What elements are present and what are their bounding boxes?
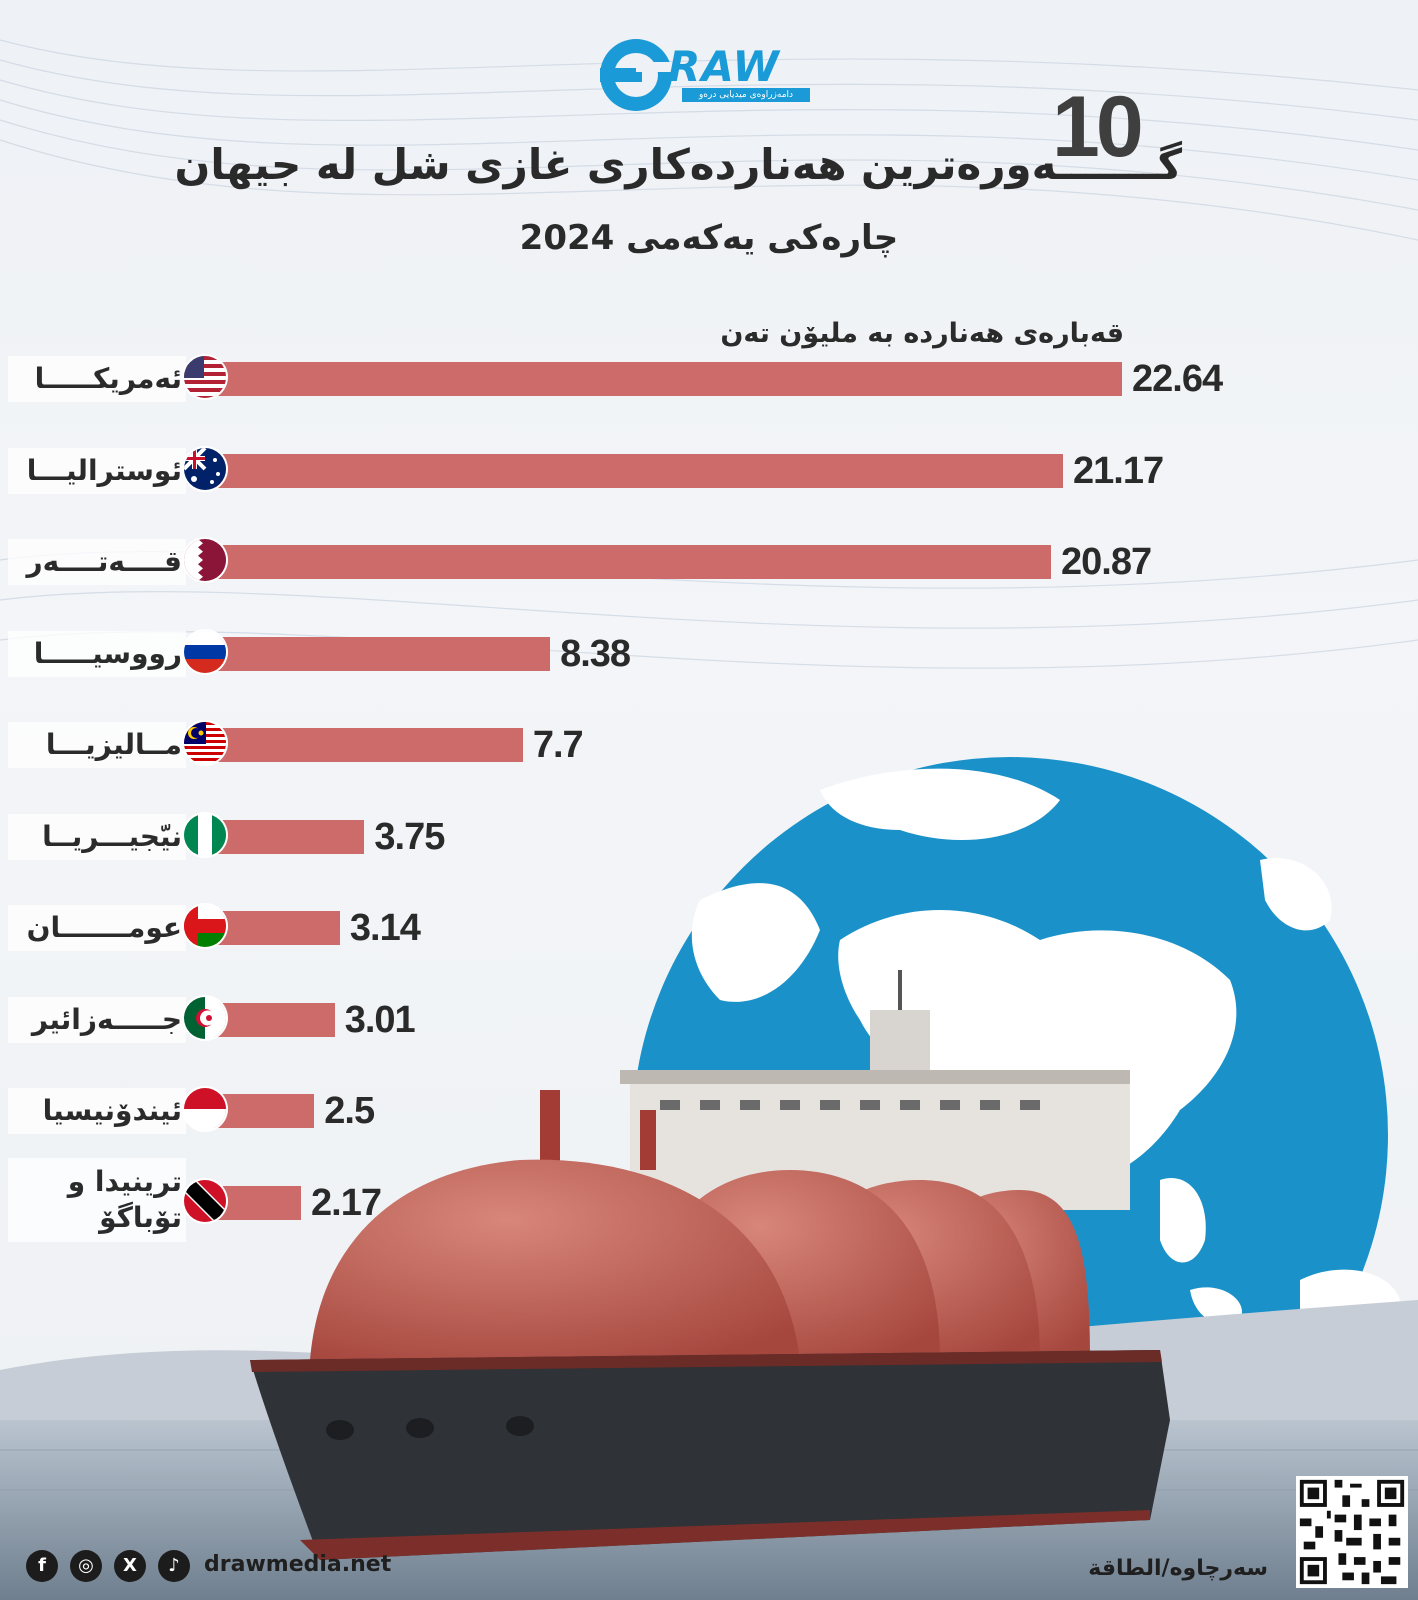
value-label: 7.7 <box>532 724 584 766</box>
nigeria-flag-icon <box>184 813 226 856</box>
country-label: جـــــەزائير <box>8 996 186 1043</box>
logo-mark-icon <box>600 39 676 111</box>
value-label: 2.5 <box>324 1090 375 1132</box>
oman-flag-icon <box>184 905 226 947</box>
draw-logo: RAW دامەزراوەی میدیایی درەو <box>596 32 826 118</box>
lng-tanker-globe-illustration <box>0 757 1418 1600</box>
bar <box>214 1094 315 1128</box>
value-label: 3.01 <box>344 998 416 1041</box>
bar-row: قــــەتــــەر 20.87 <box>0 539 1418 585</box>
algeria-flag-icon <box>184 996 226 1039</box>
bar-row: رووسيـــــا 8.38 <box>0 630 1418 677</box>
bar <box>214 1185 302 1220</box>
bar-row: ئەمریکـــــا 22.64 <box>0 356 1418 402</box>
logo-subtitle: دامەزراوەی میدیایی درەو <box>682 88 810 102</box>
x-icon[interactable]: X <box>114 1550 146 1582</box>
bar-row: مــاليزيـــا 7.7 <box>0 722 1418 768</box>
bar <box>214 545 1051 579</box>
value-label: 2.17 <box>311 1181 382 1224</box>
country-label: ئيندۆنيسيا <box>8 1088 186 1134</box>
trinidad-tobago-flag-icon <box>184 1179 226 1222</box>
bar <box>214 911 340 945</box>
source-label: سەرچاوە/الطاقة <box>1088 1556 1268 1581</box>
indonesia-flag-icon <box>184 1088 226 1130</box>
value-label: 8.38 <box>560 632 631 675</box>
bar-row: نيّجيـــريــا 3.75 <box>0 813 1418 860</box>
bar-row: جـــــەزائير 3.01 <box>0 996 1418 1043</box>
bar-row: ترينيدا و تۆباگۆ 2.17 <box>0 1157 1418 1242</box>
unit-label: قەبارەی هەناردە بە ملیۆن تەن <box>720 318 1124 349</box>
russia-flag-icon <box>184 630 226 673</box>
bar-row: ئيندۆنيسيا 2.5 <box>0 1088 1418 1134</box>
country-label: ئەمریکـــــا <box>8 356 186 402</box>
page-subtitle: چارەکی یەکەمی 2024 <box>519 218 899 258</box>
value-label: 20.87 <box>1061 541 1152 583</box>
country-label: نيّجيـــريــا <box>8 813 186 860</box>
value-label: 21.17 <box>1073 449 1164 492</box>
bar <box>214 636 551 671</box>
bar <box>214 362 1122 396</box>
instagram-icon[interactable]: ◎ <box>70 1550 102 1582</box>
title-number: 10 <box>1052 79 1144 175</box>
country-label: ئوستراليـــا <box>8 447 186 494</box>
logo-text: RAW <box>668 42 780 91</box>
bar <box>214 1002 335 1037</box>
bar <box>214 819 365 854</box>
value-label: 3.75 <box>374 815 445 858</box>
page-title: گـــــــەورەترین هەناردەکاری غازی شل لە … <box>174 140 1183 189</box>
value-label: 22.64 <box>1132 358 1223 400</box>
qr-code-icon[interactable] <box>1296 1476 1408 1588</box>
website-link[interactable]: drawmedia.net <box>204 1552 392 1577</box>
bar-row: عومـــــــان 3.14 <box>0 905 1418 951</box>
australia-flag-icon <box>184 447 226 490</box>
us-flag-icon <box>184 356 226 398</box>
qatar-flag-icon <box>184 539 226 581</box>
malaysia-flag-icon <box>184 722 226 764</box>
tiktok-icon[interactable]: ♪ <box>158 1550 190 1582</box>
facebook-icon[interactable]: f <box>26 1550 58 1582</box>
country-label: مــاليزيـــا <box>8 722 186 768</box>
country-label: قــــەتــــەر <box>8 539 186 585</box>
bar <box>214 728 523 762</box>
value-label: 3.14 <box>349 907 421 949</box>
bar <box>214 453 1064 488</box>
bar-row: ئوستراليـــا 21.17 <box>0 447 1418 494</box>
country-label: رووسيـــــا <box>8 630 186 677</box>
country-label: عومـــــــان <box>8 905 186 951</box>
country-label: ترينيدا و تۆباگۆ <box>8 1157 186 1242</box>
